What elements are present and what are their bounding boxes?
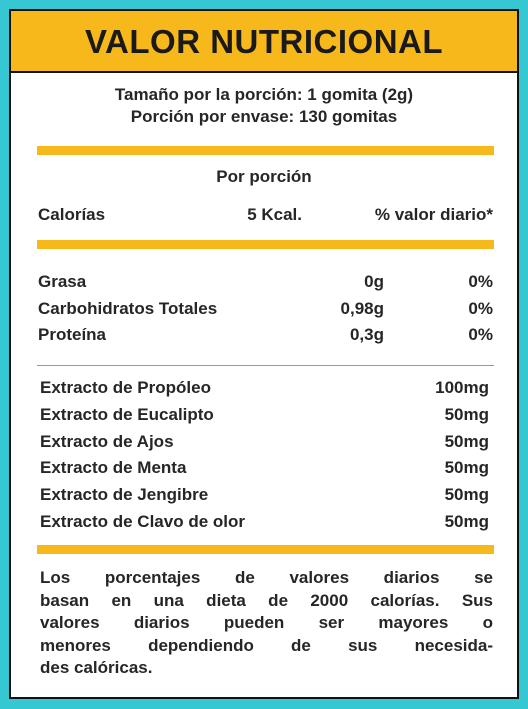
divider	[37, 146, 494, 155]
divider	[37, 240, 494, 249]
nutrient-daily-value: 0%	[468, 298, 493, 318]
title: VALOR NUTRICIONAL	[84, 23, 444, 60]
footnote-line: basan en una dieta de 2000 calorías. Sus	[40, 590, 493, 610]
calories-value: 5 Kcal.	[247, 205, 302, 224]
extract-amount: 50mg	[444, 512, 489, 531]
per-serving: Por porción	[216, 167, 312, 186]
extract-name: Extracto de Clavo de olor	[40, 512, 245, 531]
extract-amount: 50mg	[444, 431, 489, 451]
extract-name: Extracto de Eucalipto	[40, 404, 214, 424]
divider	[37, 365, 494, 366]
extract-name: Extracto de Jengibre	[40, 485, 209, 505]
footnote-line: valores diarios pueden ser mayores o	[40, 613, 493, 632]
daily-value-header: % valor diario*	[374, 205, 493, 224]
servings-per-container: Porción por envase: 130 gomitas	[130, 107, 398, 126]
extract-name: Extracto de Ajos	[40, 431, 174, 451]
nutrient-daily-value: 0%	[468, 325, 493, 344]
footnote-line: des calóricas.	[40, 658, 153, 677]
nutrient-name: Proteína	[38, 325, 107, 344]
nutrient-daily-value: 0%	[468, 272, 493, 291]
extract-amount: 50mg	[444, 404, 489, 424]
serving-size: Tamaño por la porción: 1 gomita (2g)	[114, 85, 414, 104]
extract-amount: 50mg	[444, 485, 489, 505]
nutrient-name: Carbohidratos Totales	[38, 298, 218, 318]
extract-name: Extracto de Menta	[40, 458, 187, 478]
nutrient-amount: 0,3g	[349, 325, 384, 344]
footnote-line: Los porcentajes de valores diarios se	[40, 568, 493, 587]
nutrient-amount: 0g	[364, 272, 384, 291]
extract-amount: 50mg	[444, 458, 489, 478]
extract-amount: 100mg	[435, 378, 489, 397]
nutrition-label: VALOR NUTRICIONAL Tamaño por la porción:…	[9, 9, 519, 699]
nutrient-name: Grasa	[38, 272, 87, 291]
header: VALOR NUTRICIONAL	[11, 11, 517, 73]
nutrient-amount: 0,98g	[340, 298, 384, 318]
divider	[37, 545, 494, 554]
extract-name: Extracto de Propóleo	[40, 378, 211, 397]
footnote-line: menores dependiendo de sus necesida-	[40, 635, 493, 655]
calories-label: Calorías	[38, 205, 106, 224]
